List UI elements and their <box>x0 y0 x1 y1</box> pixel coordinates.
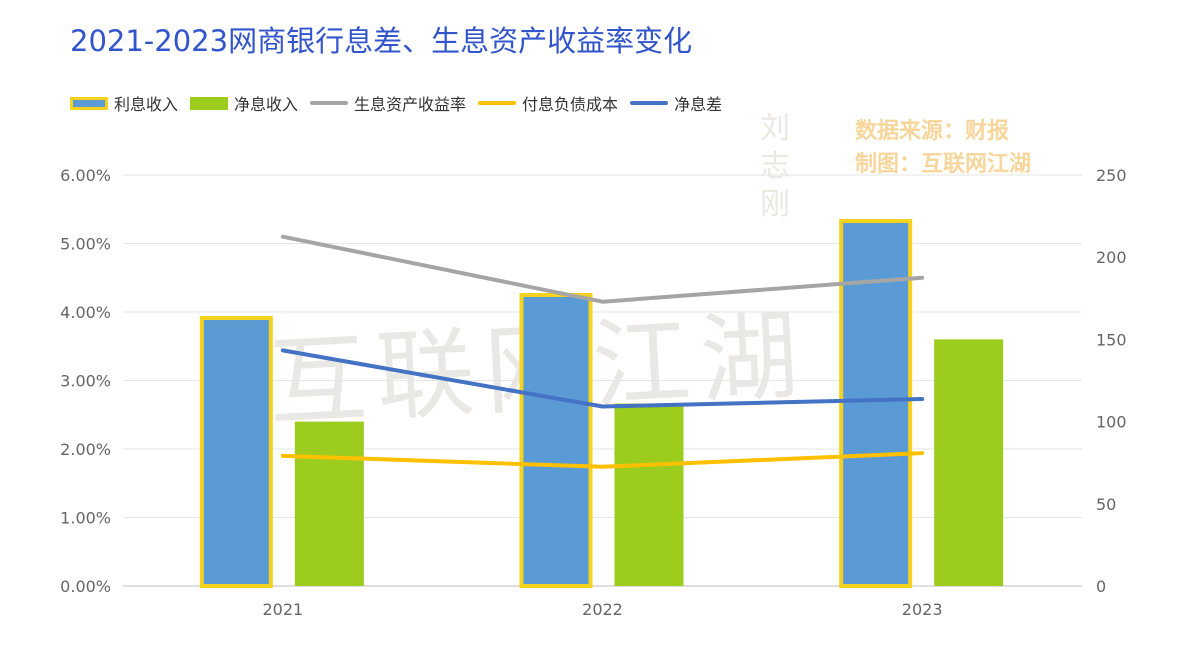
credit-line: 制图：互联网江湖 <box>855 151 1032 177</box>
bar-net-interest-income <box>614 403 684 586</box>
legend-item-liability-cost[interactable]: 付息负债成本 <box>478 91 618 115</box>
line-liability-cost <box>280 451 925 469</box>
legend-swatch-liability-cost <box>478 101 517 105</box>
legend-item-net-interest-margin[interactable]: 净息差 <box>630 91 722 115</box>
bar-interest-income <box>199 316 273 588</box>
legend-label: 利息收入 <box>114 95 179 114</box>
source-line: 数据来源：财报 <box>855 118 1010 144</box>
left-tick-label: 2.00% <box>60 440 111 459</box>
legend-label: 净息收入 <box>234 95 299 114</box>
chart-title: 2021-2023网商银行息差、生息资产收益率变化 <box>70 24 693 58</box>
legend-item-interest-income[interactable]: 利息收入 <box>70 91 178 115</box>
left-tick-label: 6.00% <box>60 166 111 185</box>
left-tick-label: 5.00% <box>60 235 111 254</box>
legend-item-net-interest-income[interactable]: 净息收入 <box>190 91 298 115</box>
legend-label: 付息负债成本 <box>522 95 619 114</box>
legend-swatch-asset-yield <box>310 101 349 105</box>
right-tick-label: 150 <box>1096 330 1127 349</box>
left-tick-label: 4.00% <box>60 303 111 322</box>
legend-swatch-net-interest-income <box>190 96 229 110</box>
legend: 利息收入 净息收入 生息资产收益率 付息负债成本 净息差 <box>70 91 734 115</box>
left-tick-label: 1.00% <box>60 509 111 528</box>
left-tick-label: 0.00% <box>60 577 111 596</box>
right-tick-label: 50 <box>1096 495 1116 514</box>
line-net-interest-margin <box>280 348 925 409</box>
bar-net-interest-income <box>294 421 364 586</box>
right-tick-label: 100 <box>1096 413 1127 432</box>
source-note: 数据来源：财报 制图：互联网江湖 <box>855 115 1031 181</box>
legend-swatch-net-interest-margin <box>630 101 669 105</box>
x-tick-label: 2022 <box>582 600 623 619</box>
legend-swatch-interest-income <box>70 96 108 110</box>
x-tick-label: 2021 <box>262 600 303 619</box>
bar-interest-income <box>839 219 913 588</box>
line-asset-yield <box>280 234 925 304</box>
x-tick-label: 2023 <box>902 600 943 619</box>
bar-net-interest-income <box>934 339 1004 586</box>
legend-label: 生息资产收益率 <box>354 95 467 114</box>
right-tick-label: 0 <box>1096 577 1106 596</box>
right-tick-label: 250 <box>1096 166 1127 185</box>
legend-label: 净息差 <box>674 95 723 114</box>
left-tick-label: 3.00% <box>60 372 111 391</box>
legend-item-asset-yield[interactable]: 生息资产收益率 <box>310 91 466 115</box>
bar-interest-income <box>519 293 593 588</box>
right-tick-label: 200 <box>1096 248 1127 267</box>
watermark-seal: 刘志刚 <box>760 111 790 222</box>
